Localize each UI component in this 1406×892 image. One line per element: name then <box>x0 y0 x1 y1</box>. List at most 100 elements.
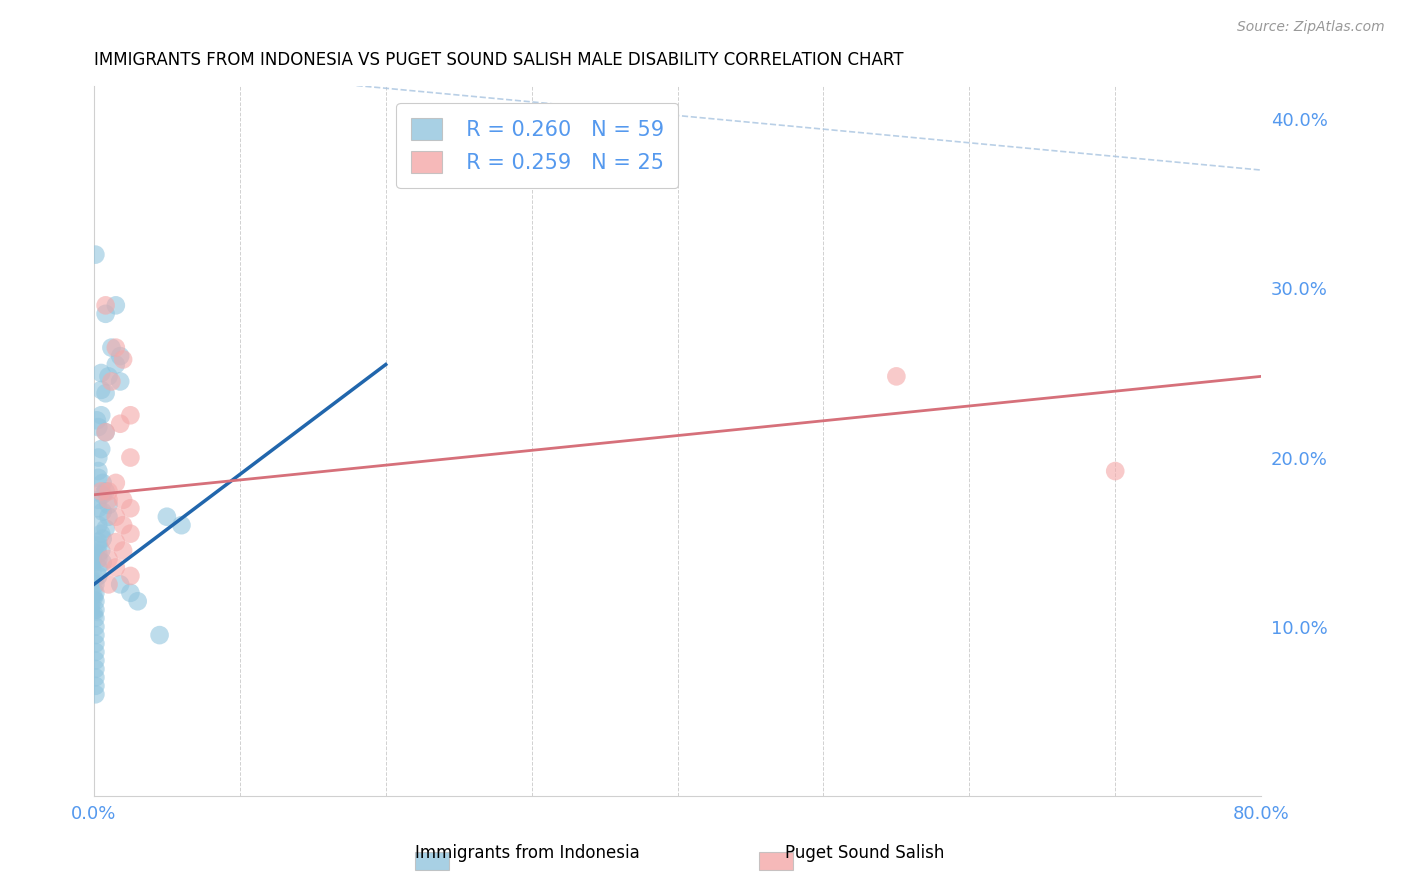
Point <box>112 543 135 558</box>
Point <box>83 601 105 615</box>
Point <box>83 577 105 591</box>
Point <box>112 352 135 367</box>
Point <box>100 341 122 355</box>
Point <box>90 366 112 380</box>
Point <box>87 539 110 553</box>
Point <box>84 687 107 701</box>
Point <box>84 662 107 676</box>
Point <box>97 577 120 591</box>
Point <box>84 628 107 642</box>
Point <box>84 636 107 650</box>
Point <box>90 526 112 541</box>
Point <box>83 546 105 560</box>
Point <box>104 560 127 574</box>
Point <box>97 552 120 566</box>
Point <box>94 298 117 312</box>
Point <box>87 450 110 465</box>
Text: IMMIGRANTS FROM INDONESIA VS PUGET SOUND SALISH MALE DISABILITY CORRELATION CHAR: IMMIGRANTS FROM INDONESIA VS PUGET SOUND… <box>94 51 904 69</box>
Point <box>97 498 120 512</box>
Point <box>120 409 142 423</box>
Point <box>84 247 107 261</box>
Point <box>87 544 110 558</box>
Point <box>87 471 110 485</box>
Point <box>86 574 108 589</box>
Point <box>87 547 110 561</box>
Point <box>127 594 149 608</box>
Point <box>87 492 110 507</box>
Point <box>97 492 120 507</box>
Point <box>86 593 108 607</box>
Point <box>87 518 110 533</box>
Point <box>97 369 120 384</box>
Point <box>84 589 107 603</box>
Point <box>83 605 105 619</box>
Point <box>120 501 142 516</box>
Point <box>84 608 107 623</box>
Point <box>112 518 135 533</box>
Point <box>87 590 110 604</box>
Text: Immigrants from Indonesia: Immigrants from Indonesia <box>415 844 640 862</box>
Point <box>97 484 120 499</box>
Point <box>87 569 110 583</box>
Point <box>100 375 122 389</box>
Point <box>83 592 105 607</box>
Point <box>94 386 117 401</box>
Point <box>112 492 135 507</box>
Point <box>86 565 108 579</box>
Point <box>84 555 107 569</box>
Point <box>104 298 127 312</box>
Text: Source: ZipAtlas.com: Source: ZipAtlas.com <box>1237 20 1385 34</box>
Point <box>94 522 117 536</box>
Point <box>86 585 108 599</box>
Point <box>104 475 127 490</box>
Point <box>84 577 107 591</box>
Point <box>87 420 110 434</box>
Point <box>84 653 107 667</box>
Point <box>91 475 114 490</box>
Point <box>83 603 105 617</box>
Point <box>84 557 107 571</box>
Point <box>84 670 107 684</box>
Point <box>120 586 142 600</box>
Point <box>87 560 110 574</box>
Point <box>84 645 107 659</box>
Point <box>83 592 105 607</box>
Point <box>108 375 131 389</box>
Point <box>86 576 108 591</box>
Point <box>84 611 107 625</box>
Point <box>120 450 142 465</box>
Point <box>84 548 107 562</box>
Point <box>91 488 114 502</box>
Point <box>94 425 117 440</box>
Point <box>83 574 105 589</box>
Point <box>86 605 108 619</box>
Point <box>84 586 107 600</box>
Point <box>104 341 127 355</box>
Point <box>104 358 127 372</box>
Point <box>104 509 127 524</box>
Point <box>87 535 110 549</box>
Point <box>1104 464 1126 478</box>
Point <box>97 509 120 524</box>
Point <box>86 587 108 601</box>
Point <box>84 679 107 693</box>
Point <box>120 526 142 541</box>
Point <box>156 509 179 524</box>
Point <box>104 535 127 549</box>
Point <box>87 552 110 566</box>
Point <box>87 606 110 620</box>
Point <box>87 501 110 516</box>
Point <box>91 555 114 569</box>
Point <box>87 608 110 623</box>
Point <box>86 549 108 563</box>
Text: Puget Sound Salish: Puget Sound Salish <box>785 844 945 862</box>
Point <box>108 349 131 363</box>
Point <box>84 594 107 608</box>
Legend:   R = 0.260   N = 59,   R = 0.259   N = 25: R = 0.260 N = 59, R = 0.259 N = 25 <box>396 103 679 188</box>
Point <box>83 557 105 571</box>
Point <box>87 591 110 605</box>
Point <box>94 484 117 499</box>
Point <box>83 566 105 581</box>
Point <box>91 505 114 519</box>
Point <box>87 464 110 478</box>
